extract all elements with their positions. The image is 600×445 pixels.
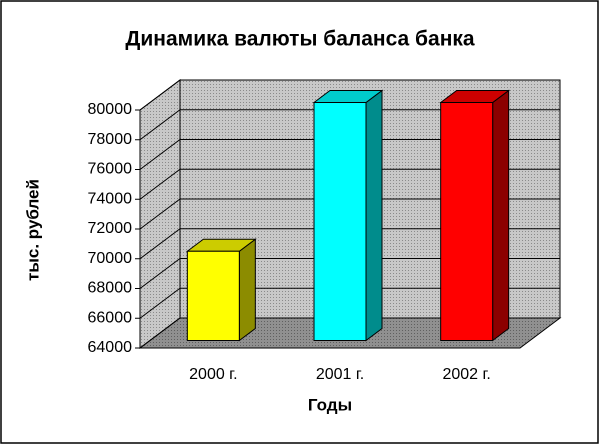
- x-axis-title: Годы: [308, 395, 352, 414]
- y-tick-label: 80000: [88, 101, 133, 118]
- bar-side: [365, 89, 383, 342]
- y-tick-label: 64000: [88, 339, 133, 356]
- bar-side: [238, 238, 256, 342]
- y-tick-label: 74000: [88, 190, 133, 207]
- grid-line: [139, 228, 560, 260]
- grid-line: [139, 198, 560, 230]
- y-tick-label: 68000: [88, 280, 133, 297]
- bar: [313, 102, 367, 341]
- plot-area: 64000 66000 68000 70000 72000 74000 76000 78000…: [88, 79, 562, 383]
- grid-line: [139, 109, 560, 141]
- y-tick-label: 76000: [88, 161, 133, 178]
- grid-line: [139, 258, 560, 289]
- y-tick-label: 78000: [88, 131, 133, 148]
- grid-line: [139, 168, 560, 200]
- y-tick-label: 70000: [88, 250, 133, 267]
- bar-side: [492, 89, 510, 342]
- x-tick-label: 2002 г.: [442, 366, 490, 383]
- grid-line: [139, 139, 560, 170]
- grid-line: [139, 317, 560, 349]
- x-tick-label: 2001 г.: [316, 366, 364, 383]
- y-tick-label: 72000: [88, 220, 133, 237]
- y-tick-label: 66000: [88, 309, 133, 326]
- x-tick-label: 2000 г.: [189, 366, 237, 383]
- chart-title: Динамика валюты баланса банка: [125, 28, 474, 51]
- bar: [440, 102, 494, 341]
- y-axis-title: тыс. рублей: [23, 179, 42, 281]
- grid-line: [139, 79, 560, 111]
- grid-line: [139, 287, 560, 319]
- bar: [186, 250, 240, 341]
